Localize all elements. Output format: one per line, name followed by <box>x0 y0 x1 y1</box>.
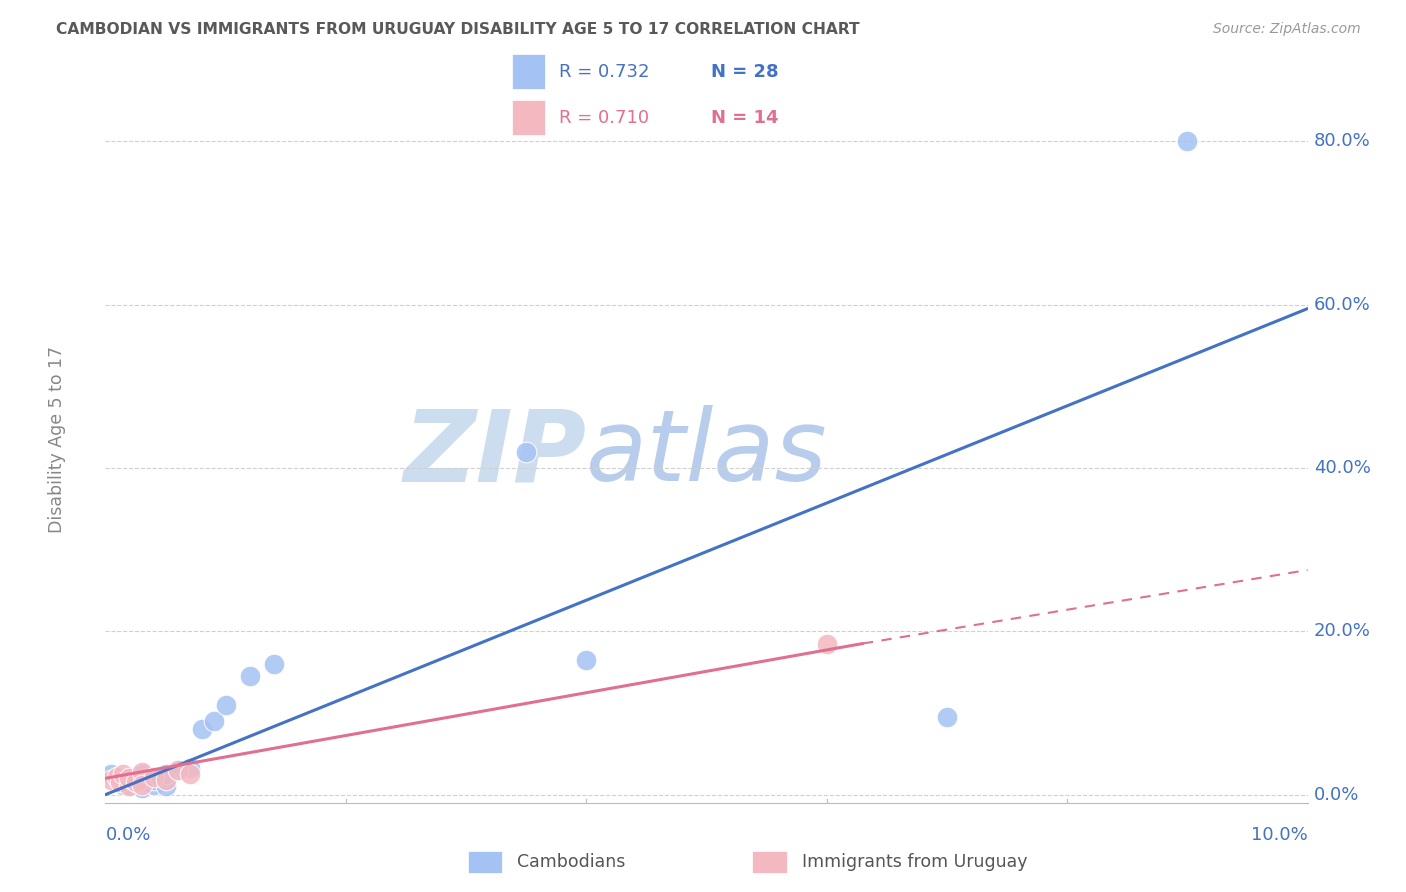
Bar <box>512 54 546 89</box>
Point <box>107 772 129 786</box>
Point <box>815 636 838 650</box>
Point <box>118 775 141 789</box>
Point <box>239 669 262 683</box>
Point <box>121 780 143 794</box>
Point <box>515 444 537 458</box>
Text: R = 0.710: R = 0.710 <box>558 109 648 127</box>
Point <box>179 767 201 781</box>
Point <box>214 698 236 712</box>
Text: Cambodians: Cambodians <box>517 853 626 871</box>
Text: 60.0%: 60.0% <box>1313 295 1371 313</box>
Point <box>179 762 201 776</box>
Point <box>166 763 188 777</box>
Point <box>100 772 122 787</box>
Text: Immigrants from Uruguay: Immigrants from Uruguay <box>801 853 1028 871</box>
Point <box>124 772 146 787</box>
Point <box>936 710 959 724</box>
Point <box>155 767 177 781</box>
Point <box>118 780 141 794</box>
Point <box>124 775 146 789</box>
Point <box>142 778 165 792</box>
Point <box>155 772 177 787</box>
Point <box>166 763 188 777</box>
Point <box>112 767 135 781</box>
Bar <box>752 851 786 872</box>
Point <box>131 764 153 779</box>
Point <box>131 767 153 781</box>
Point <box>190 723 212 737</box>
Point <box>107 770 129 784</box>
Text: Disability Age 5 to 17: Disability Age 5 to 17 <box>48 346 66 533</box>
Point <box>132 775 155 789</box>
Point <box>131 781 153 796</box>
Text: ZIP: ZIP <box>404 405 586 502</box>
Point <box>155 780 177 794</box>
Text: 20.0%: 20.0% <box>1313 623 1371 640</box>
Point <box>148 770 170 784</box>
Text: 10.0%: 10.0% <box>1251 826 1308 844</box>
Text: N = 28: N = 28 <box>710 62 778 81</box>
Text: N = 14: N = 14 <box>710 109 778 127</box>
Text: 80.0%: 80.0% <box>1313 132 1371 150</box>
Point <box>575 653 598 667</box>
Point <box>108 772 131 787</box>
Text: Source: ZipAtlas.com: Source: ZipAtlas.com <box>1213 22 1361 37</box>
Point <box>136 772 159 786</box>
Point <box>118 772 141 786</box>
Text: CAMBODIAN VS IMMIGRANTS FROM URUGUAY DISABILITY AGE 5 TO 17 CORRELATION CHART: CAMBODIAN VS IMMIGRANTS FROM URUGUAY DIS… <box>56 22 860 37</box>
Bar <box>512 100 546 136</box>
Point <box>202 714 225 728</box>
Text: 40.0%: 40.0% <box>1313 458 1371 477</box>
Point <box>263 657 285 671</box>
Point <box>112 778 135 792</box>
Bar <box>468 851 502 872</box>
Text: 0.0%: 0.0% <box>1313 786 1360 804</box>
Point <box>118 770 141 784</box>
Point <box>142 772 165 787</box>
Point <box>142 770 165 784</box>
Point <box>131 778 153 792</box>
Point <box>1175 134 1198 148</box>
Point <box>108 775 131 789</box>
Text: 0.0%: 0.0% <box>105 826 150 844</box>
Text: R = 0.732: R = 0.732 <box>558 62 650 81</box>
Point <box>100 767 122 781</box>
Text: atlas: atlas <box>586 405 828 502</box>
